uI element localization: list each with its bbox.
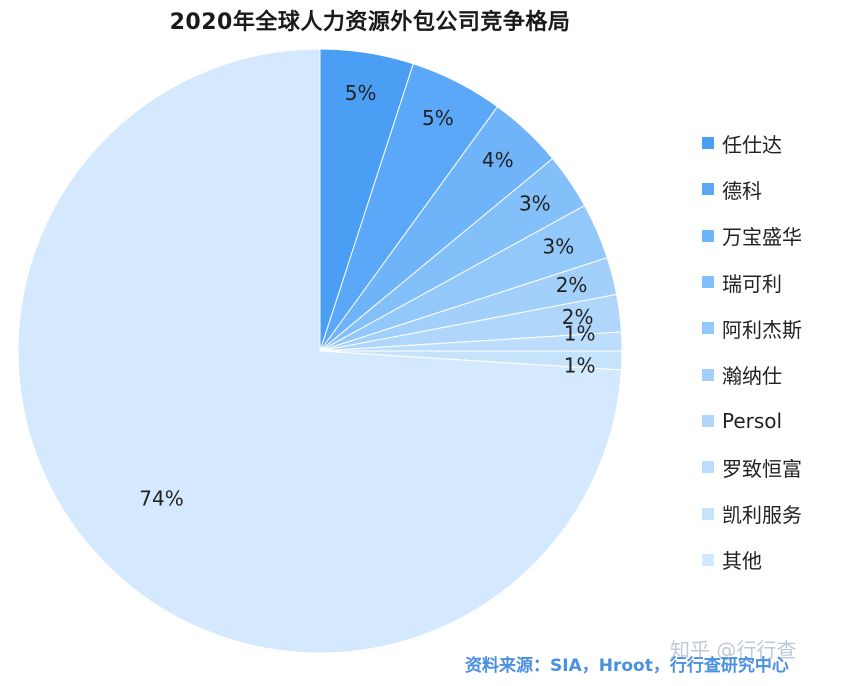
- pie-slice-10: [17, 48, 622, 654]
- legend-label: 罗致恒富: [722, 456, 802, 481]
- slice-label-10: 74%: [139, 486, 183, 510]
- watermark: 知乎 @行行查: [670, 638, 797, 662]
- legend-swatch: [702, 553, 714, 566]
- legend-item-9: 凯利服务: [702, 490, 802, 536]
- legend-item-10: 其他: [702, 537, 802, 583]
- legend-label: 任仕达: [722, 132, 782, 157]
- chart-title: 2020年全球人力资源外包公司竞争格局: [169, 10, 571, 35]
- legend-label: 德科: [722, 178, 762, 203]
- legend-item-2: 德科: [702, 166, 802, 212]
- legend-item-5: 阿利杰斯: [702, 305, 802, 351]
- source-note: 资料来源：SIA，Hroot，行行查研究中心: [465, 656, 789, 676]
- legend-item-4: 瑞可利: [702, 259, 802, 305]
- slice-label-1: 5%: [345, 81, 377, 105]
- slice-label-2: 5%: [422, 106, 454, 130]
- legend-label: 凯利服务: [722, 503, 802, 528]
- legend: 任仕达德科万宝盛华瑞可利阿利杰斯瀚纳仕 Persol 罗致恒富凯利服务其他: [702, 120, 802, 583]
- slice-label-3: 4%: [482, 148, 514, 172]
- slice-label-8: 1%: [564, 321, 596, 345]
- slice-label-9: 1%: [564, 354, 596, 378]
- slice-label-5: 3%: [542, 234, 574, 258]
- legend-item-8: 罗致恒富: [702, 444, 802, 490]
- legend-swatch: [702, 461, 714, 474]
- legend-label: 其他: [722, 549, 762, 574]
- legend-item-6: 瀚纳仕: [702, 351, 802, 397]
- legend-swatch: [702, 229, 714, 242]
- legend-label: 阿利杰斯: [722, 317, 802, 342]
- legend-label: 瀚纳仕: [722, 364, 782, 389]
- legend-label: 瑞可利: [722, 271, 782, 296]
- legend-swatch: [702, 137, 714, 150]
- legend-swatch: [702, 414, 714, 427]
- legend-swatch: [702, 276, 714, 289]
- legend-swatch: [702, 368, 714, 381]
- legend-label: 万宝盛华: [722, 225, 802, 250]
- legend-item-7: Persol: [702, 398, 802, 444]
- legend-item-3: 万宝盛华: [702, 213, 802, 259]
- legend-swatch: [702, 322, 714, 335]
- legend-swatch: [702, 507, 714, 520]
- legend-label: Persol: [722, 408, 783, 433]
- legend-item-1: 任仕达: [702, 120, 802, 166]
- slice-label-6: 2%: [556, 273, 588, 297]
- legend-swatch: [702, 183, 714, 196]
- slice-label-4: 3%: [519, 192, 551, 216]
- slice-label-7: 2%: [562, 305, 594, 329]
